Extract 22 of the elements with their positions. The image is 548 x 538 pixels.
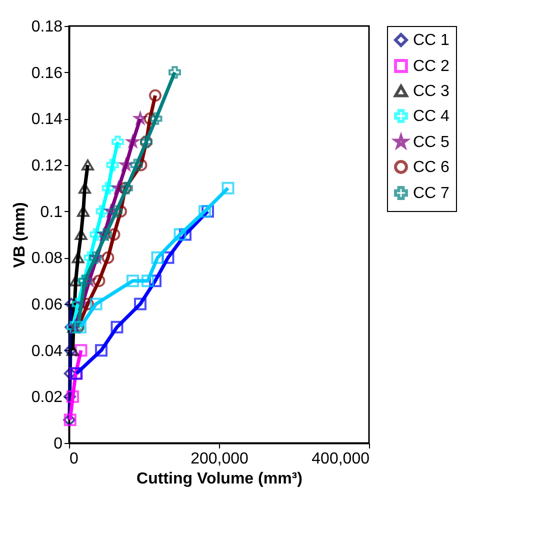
legend-label: CC 4 [413,108,450,125]
legend-label: CC 2 [413,58,450,75]
y-axis-title: VB (mm) [11,202,28,268]
x-tick-label: 0 [70,450,78,468]
legend-label: CC 3 [413,83,450,100]
y-tick-label: 0.06 [31,296,63,314]
x-tick-label: 200,000 [190,450,249,468]
y-tick-label: 0.02 [31,389,63,406]
legend-label: CC 6 [413,159,450,176]
y-tick-label: 0.14 [31,111,63,128]
y-tick-label: 0.1 [40,204,63,221]
y-tick-label: 0.04 [31,342,63,360]
legend-label: CC 1 [413,32,450,49]
x-axis-title: Cutting Volume (mm³) [136,470,302,488]
legend-label: CC 5 [413,134,450,151]
y-tick-label: 0.12 [31,158,63,174]
y-tick-label: 0.08 [31,250,63,268]
y-tick-label: 0.18 [31,18,63,36]
legend-label: CC 7 [413,185,450,202]
y-tick-label: 0 [54,436,63,452]
x-tick-label: 400,000 [312,450,370,468]
y-tick-label: 0.16 [31,64,63,82]
